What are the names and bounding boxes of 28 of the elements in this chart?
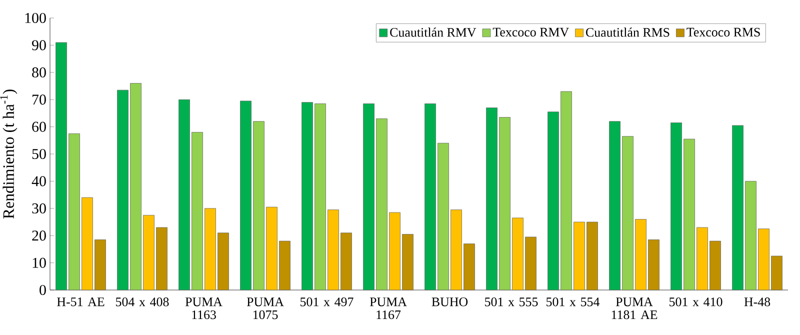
y-tick-label: 70 [32,94,46,105]
x-tick-label: BUHO [432,298,468,306]
y-tick-label: 60 [32,122,46,132]
x-tick-label: 504 x 408 [116,298,169,306]
y-tick-label: 90 [32,40,46,50]
y-tick-label: 10 [32,258,46,268]
y-tick-label: 50 [32,148,46,160]
x-tick-label: 501 x 555 [485,298,538,306]
x-tick-label: 501 x 497 [300,298,354,306]
x-tick-label: PUMA 1181 AE [612,298,658,320]
x-tick-label: 501 x 410 [670,298,722,306]
x-tick-label: PUMA 1075 [246,298,284,320]
y-axis-title: Rendimiento (t ha$^{-1}$) [0,90,18,219]
legend-label: Texcoco RMS [686,28,760,37]
y-tick-label: 30 [32,203,46,214]
legend-label: Texcoco RMV [492,28,569,37]
x-tick-label: H-51 AE [57,298,104,306]
y-tick-label: 40 [32,176,46,186]
y-tick-label: 100 [25,12,46,24]
y-tick-label: 0 [40,284,46,296]
x-tick-label: PUMA 1163 [185,298,222,320]
x-tick-label: PUMA 1167 [370,298,407,320]
x-tick-label: 501 x 554 [546,298,600,306]
x-tick-label: H-48 [744,298,770,306]
y-tick-label: 80 [32,67,46,78]
y-tick-label: 20 [32,230,46,241]
legend-label: Cuautitlán RMS [586,28,670,37]
legend-label: Cuautitlán RMV [390,28,476,37]
